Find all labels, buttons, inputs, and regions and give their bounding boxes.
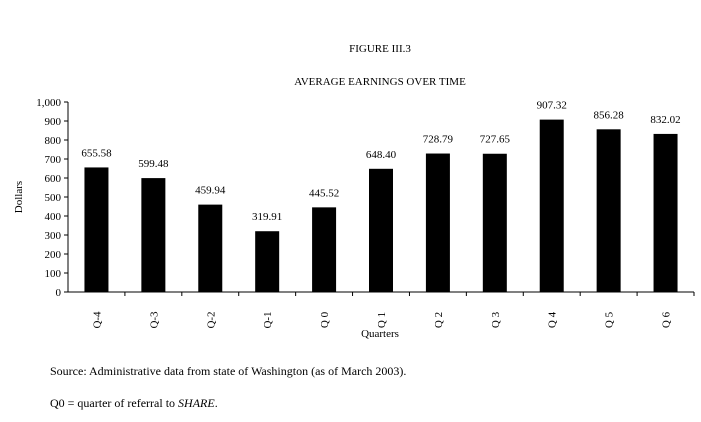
- x-tick-label: Q 6: [661, 311, 673, 328]
- bar-Q6: [653, 133, 678, 292]
- source-note: Source: Administrative data from state o…: [50, 364, 407, 378]
- y-tick-label: 900: [45, 116, 62, 128]
- data-label: 655.58: [81, 147, 112, 159]
- y-tick-label: 0: [56, 287, 62, 299]
- y-tick-label: 700: [45, 154, 62, 166]
- bar-Q-2: [198, 204, 223, 292]
- y-tick-label: 200: [45, 249, 62, 261]
- data-label: 832.02: [650, 114, 680, 126]
- x-tick-label: Q 2: [433, 312, 445, 328]
- x-tick-label: Q 1: [376, 312, 388, 328]
- bar-Q3: [482, 153, 507, 292]
- data-label: 856.28: [594, 109, 625, 121]
- share-program-name: SHARE: [178, 396, 215, 410]
- y-tick-label: 500: [45, 192, 62, 204]
- y-tick-label: 800: [45, 135, 62, 147]
- bar-Q0: [312, 207, 337, 292]
- figure-label: FIGURE III.3: [349, 43, 411, 55]
- q0-note-end: .: [214, 396, 218, 410]
- bar-Q2: [425, 153, 450, 292]
- bar-Q-1: [255, 231, 280, 292]
- y-tick-label: 600: [45, 173, 62, 185]
- data-label: 319.91: [252, 211, 282, 223]
- x-tick-label: Q 0: [319, 311, 331, 328]
- y-tick-label: 400: [45, 211, 62, 223]
- x-axis-label: Quarters: [361, 328, 399, 340]
- data-label: 599.48: [138, 158, 169, 170]
- chart-title: AVERAGE EARNINGS OVER TIME: [294, 76, 466, 88]
- data-label: 727.65: [480, 134, 511, 146]
- data-label: 728.79: [423, 134, 454, 146]
- bar-Q1: [369, 168, 393, 292]
- x-tick-label: Q-3: [148, 311, 160, 329]
- x-tick-label: Q-1: [262, 311, 274, 328]
- data-label: 459.94: [195, 185, 226, 197]
- bar-Q4: [539, 119, 564, 293]
- y-tick-label: 100: [45, 268, 62, 280]
- bar-Q-4: [84, 167, 109, 292]
- x-tick-label: Q-4: [91, 311, 103, 329]
- y-axis-label: Dollars: [13, 181, 25, 213]
- data-label: 648.40: [366, 149, 397, 161]
- x-tick-label: Q 4: [547, 311, 559, 328]
- x-tick-label: Q 5: [604, 311, 616, 328]
- y-tick-label: 1,000: [36, 97, 61, 109]
- bar-chart: FIGURE III.3 AVERAGE EARNINGS OVER TIME …: [13, 43, 695, 340]
- bar-Q-3: [141, 178, 166, 292]
- q0-note: Q0 = quarter of referral to SHARE.: [50, 396, 218, 411]
- x-tick-label: Q 3: [490, 311, 502, 328]
- q0-note-text: Q0 = quarter of referral to: [50, 396, 179, 410]
- bar-Q5: [596, 129, 621, 292]
- x-tick-label: Q-2: [205, 311, 217, 328]
- data-label: 445.52: [309, 187, 339, 199]
- data-label: 907.32: [537, 100, 567, 112]
- y-tick-label: 300: [45, 230, 62, 242]
